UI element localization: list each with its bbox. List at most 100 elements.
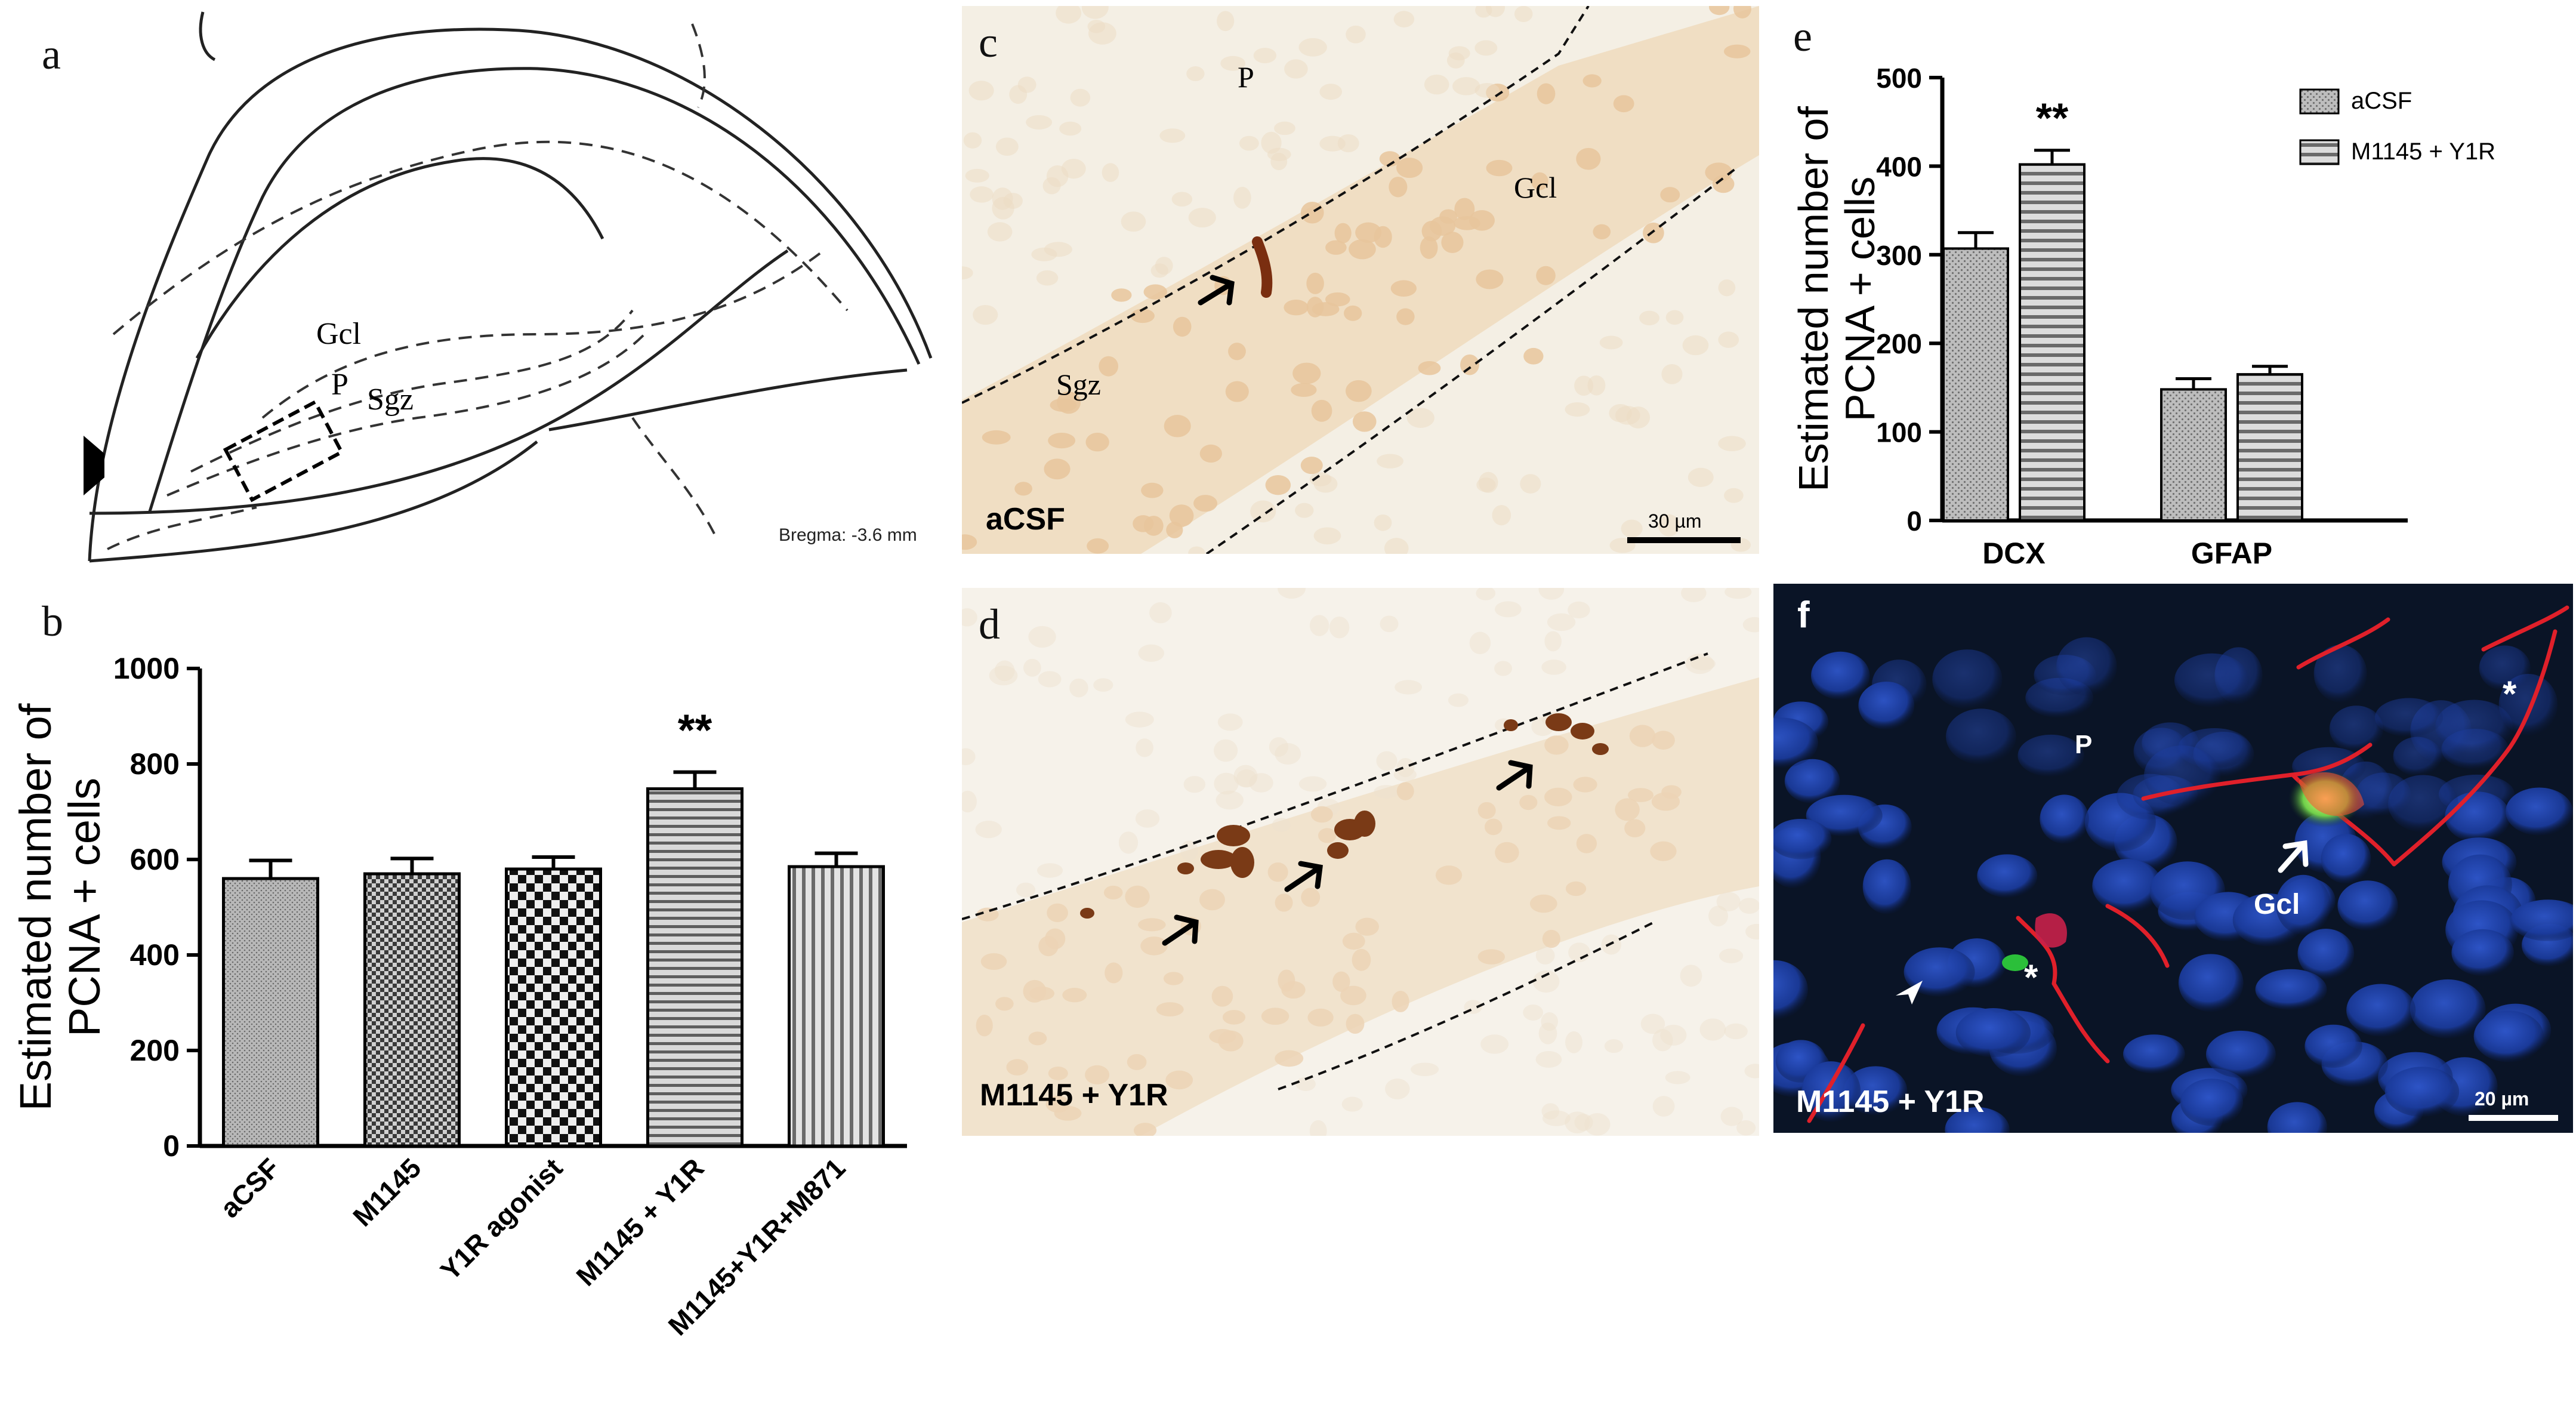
cell	[1355, 917, 1379, 936]
cell	[1615, 798, 1640, 821]
cell	[1454, 198, 1475, 220]
nucleus	[2410, 979, 2486, 1039]
cell	[1103, 885, 1123, 900]
cell	[1542, 1110, 1571, 1126]
cell	[1380, 615, 1399, 633]
cell	[1346, 25, 1366, 44]
cell	[1529, 894, 1557, 913]
cell	[1281, 981, 1306, 999]
y-tick-label: 0	[1906, 506, 1922, 537]
cell	[1239, 135, 1259, 151]
y-tick-label: 100	[1876, 417, 1922, 448]
cell	[1396, 158, 1423, 178]
cell	[1105, 962, 1123, 984]
nucleus	[2384, 1067, 2460, 1117]
cell	[1520, 474, 1541, 494]
cell	[1629, 725, 1656, 747]
cell	[1193, 495, 1218, 512]
cell	[1044, 458, 1070, 480]
y-axis-label-line2: PCNA + cells	[1837, 177, 1883, 421]
cell	[1125, 711, 1154, 728]
cell	[1389, 177, 1408, 198]
bar	[788, 865, 885, 1148]
cell	[1023, 979, 1047, 1003]
cell	[1420, 236, 1438, 259]
cell	[1169, 504, 1194, 527]
cell	[1685, 654, 1714, 674]
panel-c-label: c	[979, 19, 998, 66]
scale-bar-f	[2469, 1115, 2558, 1121]
nucleus	[1977, 854, 2038, 898]
cell	[1576, 834, 1597, 854]
nucleus	[2123, 1034, 2185, 1074]
cell	[962, 748, 976, 766]
cell	[1476, 477, 1496, 492]
cell	[1028, 1031, 1047, 1046]
cell	[1687, 467, 1714, 487]
cell	[1682, 335, 1709, 356]
cell	[1418, 361, 1441, 375]
cell	[1138, 644, 1165, 662]
cell	[1406, 408, 1434, 428]
cell	[1159, 128, 1186, 143]
cell	[1718, 279, 1736, 297]
nucleus	[1945, 1107, 2010, 1133]
cell	[1249, 773, 1273, 793]
cell	[1036, 863, 1063, 878]
cell	[1214, 772, 1239, 795]
cell	[982, 430, 1011, 445]
nucleus	[2304, 1024, 2362, 1068]
cell	[1284, 299, 1309, 316]
cell	[1319, 84, 1343, 100]
cell	[1069, 678, 1088, 698]
cell	[1214, 739, 1238, 762]
cell	[976, 1015, 993, 1037]
panel-c-micrograph: P Gcl Sgz aCSF 30 µm	[962, 6, 1759, 554]
x-tick-label: DCX	[1982, 537, 2046, 570]
micrograph-f-texture	[1773, 584, 2573, 1133]
cell	[1309, 472, 1332, 486]
cell	[1477, 802, 1496, 819]
cell	[1565, 402, 1590, 417]
cell	[1441, 232, 1464, 254]
cell	[1519, 794, 1538, 811]
cell	[1547, 816, 1571, 830]
cell	[980, 953, 1007, 970]
cell	[1582, 74, 1602, 88]
cell	[1163, 972, 1184, 985]
cell	[1352, 411, 1377, 432]
nucleus	[2174, 653, 2250, 708]
cell	[1476, 588, 1496, 600]
cell	[1111, 288, 1132, 302]
cell	[1225, 381, 1249, 402]
cell	[1222, 1010, 1246, 1025]
cell	[1275, 893, 1293, 912]
bar	[646, 787, 744, 1148]
nucleus	[2498, 674, 2558, 736]
cell	[1048, 1066, 1068, 1080]
chart-b: 0 200 400 600 800 1000 aCSF M1145 Y1R agonist M11…	[11, 652, 907, 1341]
y-tick-label: 500	[1876, 63, 1922, 94]
cell	[1057, 391, 1081, 414]
cell	[1220, 56, 1246, 71]
cell	[1038, 671, 1062, 688]
y-tick-label: 200	[130, 1034, 180, 1067]
cell	[1661, 785, 1682, 799]
cell	[1681, 588, 1707, 602]
nucleus	[2143, 745, 2221, 806]
cell	[1736, 1120, 1756, 1136]
cell	[1272, 818, 1291, 832]
y-axis-label-line1: Estimated number of	[11, 703, 60, 1111]
cell	[1627, 788, 1654, 802]
cell	[1228, 343, 1246, 361]
bar	[363, 872, 461, 1148]
cell	[1660, 187, 1680, 203]
y-axis-label-line1: Estimated number of	[1790, 106, 1837, 492]
cell	[973, 304, 998, 325]
cell	[1568, 601, 1590, 619]
y-tick-label: 1000	[113, 652, 180, 685]
region-label-sgz: Sgz	[367, 383, 414, 417]
cell	[1140, 936, 1168, 956]
cell	[1565, 1031, 1583, 1053]
cell	[1392, 990, 1409, 1012]
